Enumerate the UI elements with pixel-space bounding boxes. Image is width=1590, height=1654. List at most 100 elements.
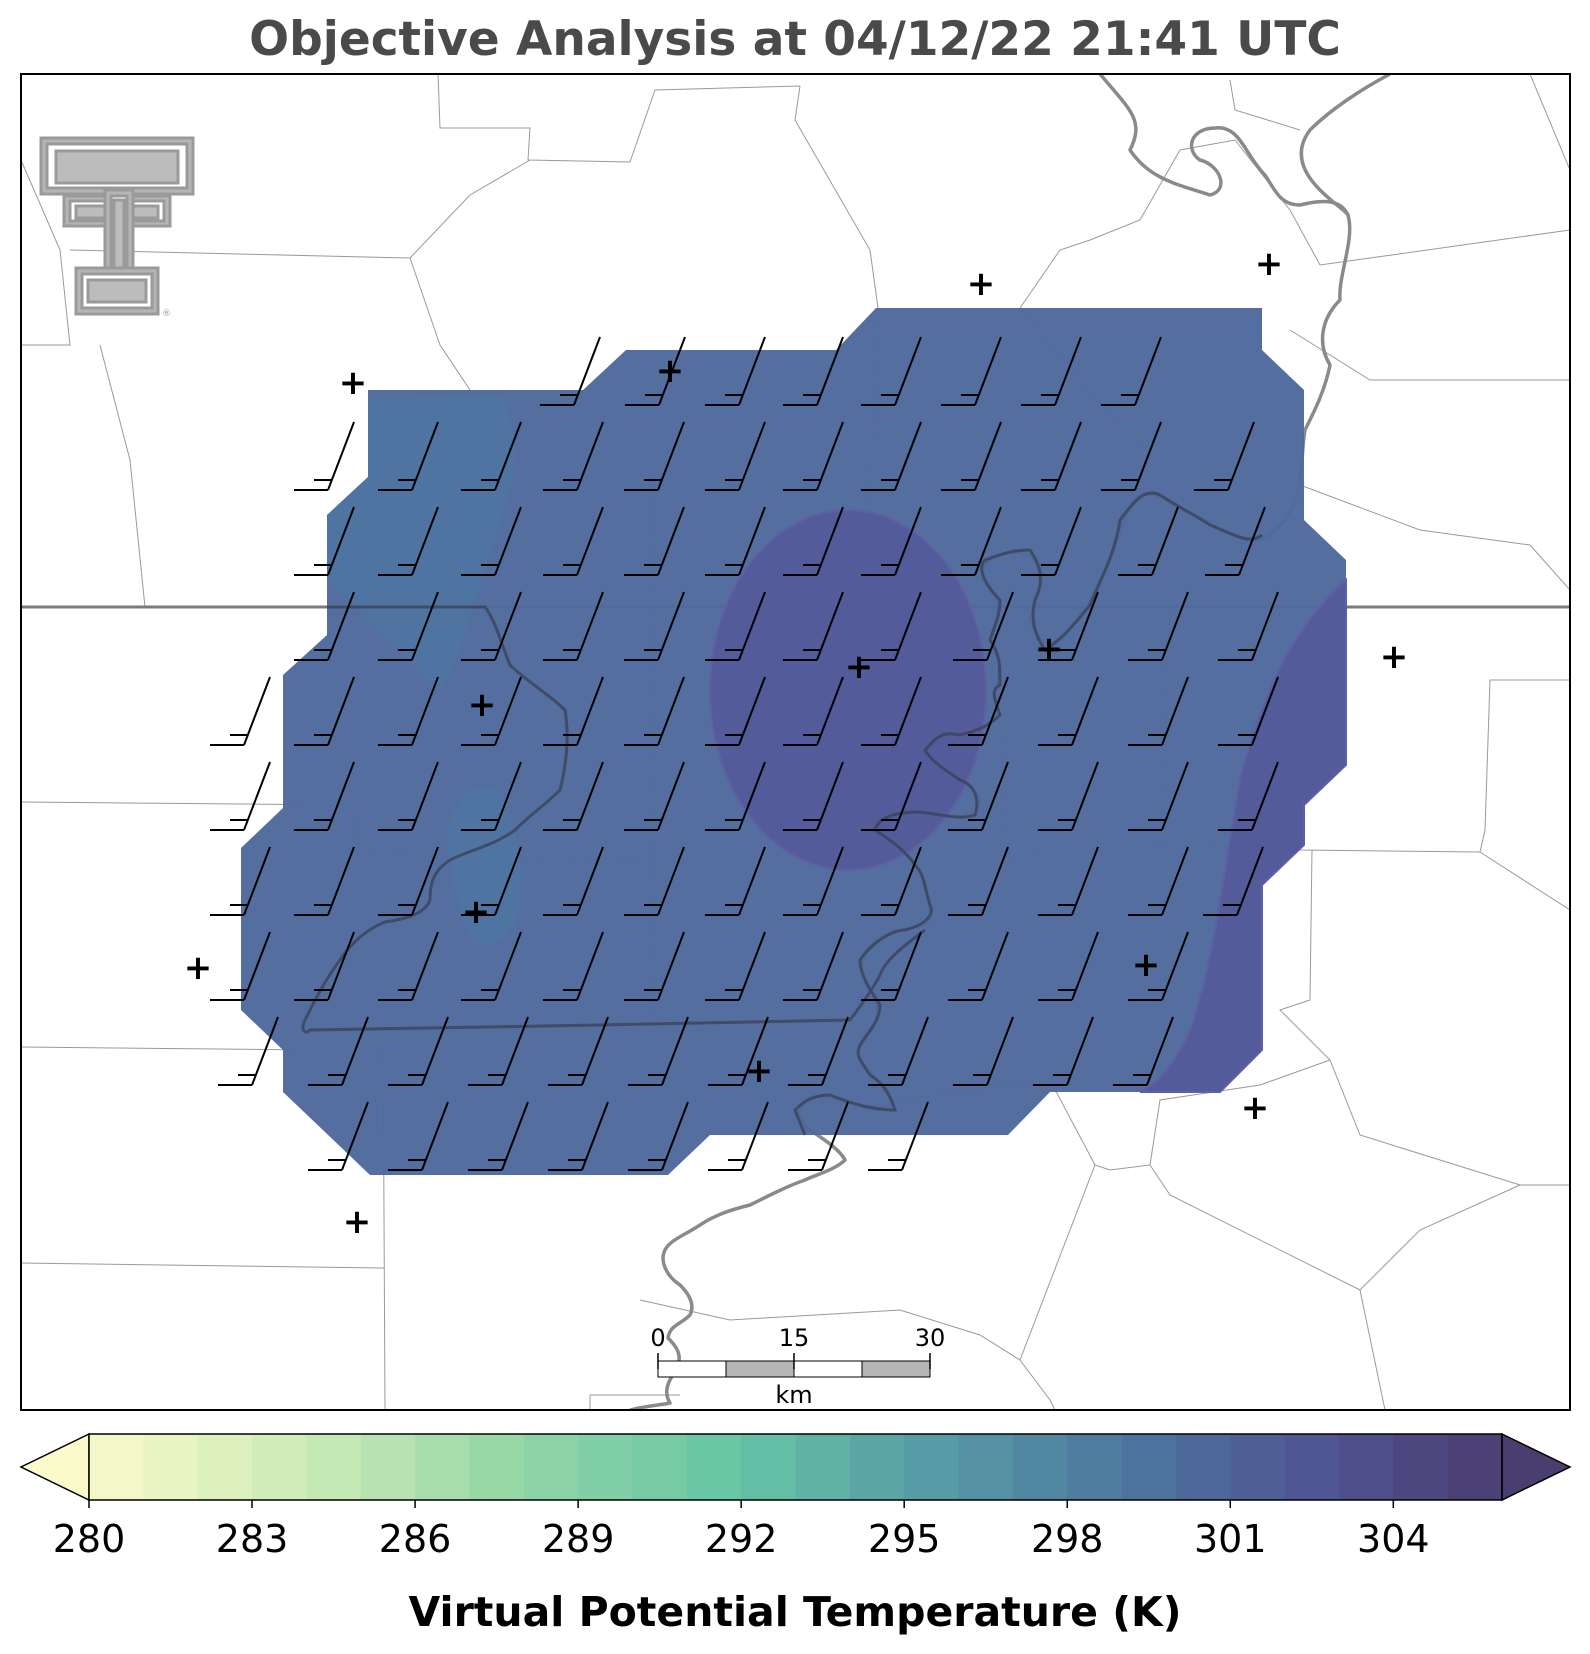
wind-barb-staff-90 <box>816 931 844 1001</box>
wind-barb-staff-6 <box>1054 336 1082 406</box>
wind-barb-staff-16 <box>974 421 1002 491</box>
colorbar-label: Virtual Potential Temperature (K) <box>408 1588 1182 1636</box>
colorbar-ticks: 280 283 286 289 292 295 298 301 304 <box>53 1500 1430 1561</box>
wind-barb-staff-91 <box>894 931 922 1001</box>
colorbar-tick-label-3: 289 <box>542 1517 615 1561</box>
wind-barb-staff-101 <box>741 1016 769 1086</box>
wind-barb-staff-23 <box>576 506 604 576</box>
wind-barb-staff-88 <box>657 931 685 1001</box>
wind-barb-staff-46 <box>411 676 439 746</box>
wind-barb-staff-81 <box>1161 846 1189 916</box>
observation-stations: + + + + + + + + + + + + + + <box>184 244 1409 1242</box>
wind-barb-staff-86 <box>494 931 522 1001</box>
station-marker-10: + <box>1132 945 1161 985</box>
colorbar-tick-label-5: 295 <box>868 1517 941 1561</box>
wind-barb-staff-22 <box>494 506 522 576</box>
wind-barb-staff-34 <box>494 591 522 661</box>
station-marker-4: + <box>468 685 497 725</box>
colorbar-swatch-23 <box>1338 1434 1394 1500</box>
wind-barb-staff-33 <box>411 591 439 661</box>
colorbar-swatch-13 <box>795 1434 851 1500</box>
wind-barb-staff-31 <box>1238 506 1266 576</box>
scale-tick-30: 30 <box>915 1324 946 1352</box>
colorbar-tick-label-2: 286 <box>379 1517 452 1561</box>
wind-barb-staff-21 <box>411 506 439 576</box>
map-frame <box>20 73 1571 1411</box>
wind-barb-staff-58 <box>327 761 355 831</box>
station-marker-9: + <box>184 948 213 988</box>
wind-barb-staff-70 <box>243 846 271 916</box>
wind-barb-staff-52 <box>894 676 922 746</box>
wind-barb-staff-42 <box>1161 591 1189 661</box>
colorbar-swatch-9 <box>578 1434 634 1500</box>
wind-barb-staff-114 <box>901 1101 929 1171</box>
colorbar-extend-low <box>19 1432 90 1502</box>
analysis-map: ® + + + + + + + + + + + + + + 0 15 30 km <box>20 73 1571 1411</box>
wind-barb-staff-57 <box>243 761 271 831</box>
wind-barb-staff-7 <box>1134 336 1162 406</box>
colorbar-outline <box>88 1433 1503 1501</box>
wind-barb-staff-11 <box>576 421 604 491</box>
wind-barb-staff-65 <box>894 761 922 831</box>
colorbar-swatch-18 <box>1067 1434 1123 1500</box>
scale-tick-0: 0 <box>650 1324 665 1352</box>
colorbar: 280 283 286 289 292 295 298 301 304 <box>19 1432 1572 1561</box>
station-marker-8: + <box>462 892 491 932</box>
wind-barb-staff-27 <box>894 506 922 576</box>
wind-barb-staff-99 <box>581 1016 609 1086</box>
colorbar-swatch-6 <box>415 1434 471 1500</box>
wind-barb-staff-55 <box>1161 676 1189 746</box>
wind-barb-staff-44 <box>243 676 271 746</box>
wind-barb-staff-15 <box>894 421 922 491</box>
colorbar-swatch-20 <box>1175 1434 1231 1500</box>
wind-barb-staff-43 <box>1251 591 1279 661</box>
wind-barb-staff-29 <box>1054 506 1082 576</box>
wind-barb-staff-94 <box>1161 931 1189 1001</box>
wind-barb-staff-10 <box>494 421 522 491</box>
colorbar-swatch-17 <box>1012 1434 1068 1500</box>
wind-barb-staff-19 <box>1227 421 1255 491</box>
colorbar-swatch-10 <box>632 1434 688 1500</box>
wind-barb-staff-79 <box>981 846 1009 916</box>
colorbar-swatch-16 <box>958 1434 1014 1500</box>
wind-barb-staff-107 <box>341 1101 369 1171</box>
wind-barb-staff-60 <box>494 761 522 831</box>
wind-barb-staff-14 <box>816 421 844 491</box>
colorbar-tick-label-8: 304 <box>1357 1517 1430 1561</box>
wind-barb-staff-38 <box>816 591 844 661</box>
colorbar-swatch-11 <box>686 1434 742 1500</box>
wind-barb-staff-100 <box>661 1016 689 1086</box>
wind-barb-staff-1 <box>658 336 686 406</box>
map-title: Objective Analysis at 04/12/22 21:41 UTC <box>249 12 1341 67</box>
colorbar-swatch-12 <box>741 1434 797 1500</box>
colorbar-swatch-1 <box>143 1434 199 1500</box>
wind-barb-staff-106 <box>1146 1016 1174 1086</box>
wind-barb-staff-66 <box>981 761 1009 831</box>
colorbar-swatch-0 <box>89 1434 144 1500</box>
wind-barb-staff-13 <box>738 421 766 491</box>
wind-barb-staff-36 <box>657 591 685 661</box>
colorbar-swatch-22 <box>1284 1434 1340 1500</box>
wind-barb-staff-83 <box>243 931 271 1001</box>
wind-barb-staff-56 <box>1251 676 1279 746</box>
colorbar-swatches <box>19 1432 1572 1502</box>
wind-barb-staff-76 <box>738 846 766 916</box>
wind-barb-staff-67 <box>1071 761 1099 831</box>
colorbar-tick-label-0: 280 <box>53 1517 126 1561</box>
station-marker-13: + <box>343 1202 372 1242</box>
wind-barb-staff-18 <box>1134 421 1162 491</box>
wind-barb-staff-40 <box>986 591 1014 661</box>
wind-barb-staff-72 <box>411 846 439 916</box>
wind-barb-staff-103 <box>901 1016 929 1086</box>
station-marker-5: + <box>845 647 874 687</box>
wind-barb-staff-2 <box>738 336 766 406</box>
wind-barb-staff-25 <box>738 506 766 576</box>
wind-barb-staff-112 <box>741 1101 769 1171</box>
colorbar-swatch-14 <box>849 1434 905 1500</box>
wind-barb-staff-50 <box>738 676 766 746</box>
wind-barb-staff-4 <box>894 336 922 406</box>
scale-bar: 0 15 30 km <box>650 1324 945 1409</box>
wind-barb-staff-26 <box>816 506 844 576</box>
wind-barb-staff-75 <box>657 846 685 916</box>
wind-barbs <box>210 336 1279 1171</box>
